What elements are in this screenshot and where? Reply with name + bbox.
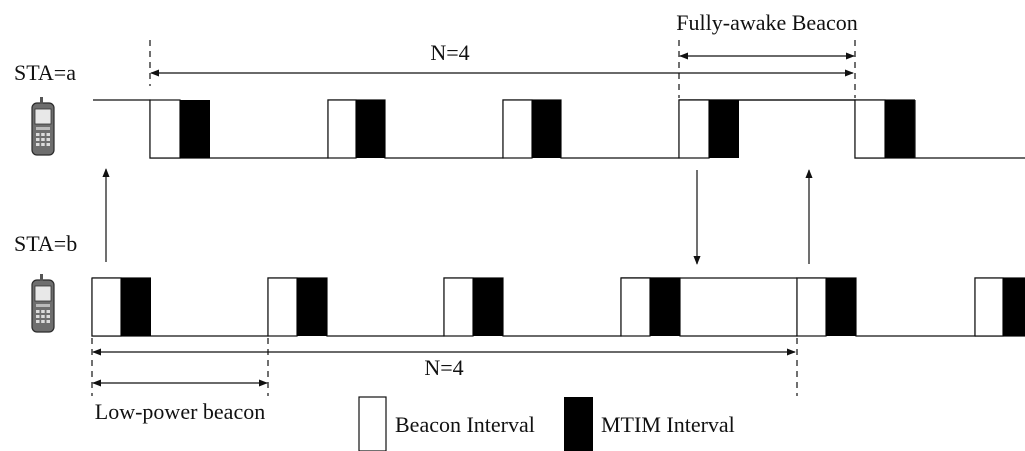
mtim-interval [885,100,915,158]
beacon-interval [149,99,181,159]
beacon-interval [502,99,533,159]
period-b-label: N=4 [424,355,463,380]
mtim-interval [121,278,151,336]
beacon-interval [796,277,827,337]
legend: Beacon Interval MTIM Interval [358,396,735,451]
legend-mtim-label: MTIM Interval [601,412,735,437]
beacon-interval [443,277,474,337]
mtim-interval [709,100,739,158]
timeline-b-signal [91,277,1025,337]
transition-arrows [102,168,813,265]
low-power-label: Low-power beacon [95,399,265,424]
mtim-interval [473,278,503,336]
mtim-interval [297,278,327,336]
station-b-label: STA=b [14,231,77,256]
mtim-interval [532,100,561,158]
period-a-label: N=4 [430,40,469,65]
mobile-phone-icon [31,96,55,156]
mtim-interval [826,278,856,336]
legend-beacon-swatch [358,396,387,451]
beacon-interval [620,277,651,337]
timeline-sta-b [91,277,1025,337]
station-a-label: STA=a [14,60,76,85]
beacon-interval [854,99,886,159]
timeline-sta-a [93,99,1025,159]
mtim-interval [356,100,385,158]
beacon-interval [678,99,710,159]
mtim-interval [1003,278,1025,336]
beacon-interval [267,277,298,337]
legend-mtim-swatch [564,397,593,451]
beacon-interval [91,277,122,337]
dimension-arrows [92,52,855,387]
legend-beacon-label: Beacon Interval [395,412,535,437]
fully-awake-label: Fully-awake Beacon [676,10,857,35]
mobile-phone-icon [31,273,55,333]
beacon-interval [327,99,357,159]
mtim-interval [180,100,210,158]
beacon-interval [974,277,1004,337]
dashed-markers [91,40,856,396]
mtim-interval [650,278,680,336]
